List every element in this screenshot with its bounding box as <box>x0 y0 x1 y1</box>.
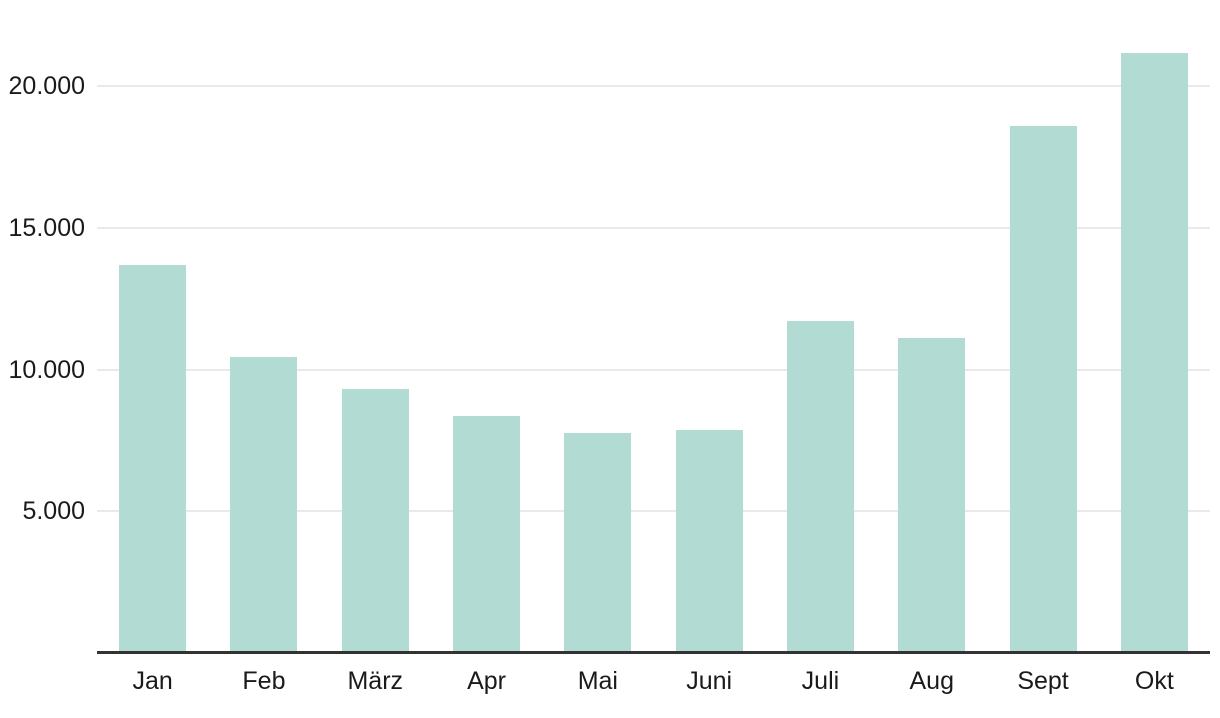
x-axis-line <box>97 651 1210 654</box>
x-axis-label: Juli <box>801 667 840 695</box>
bar-sept <box>1009 125 1077 653</box>
y-axis-tick-label: 15.000 <box>8 213 85 242</box>
gridline <box>97 226 1210 229</box>
gridline <box>97 510 1210 513</box>
y-axis-tick-label: 10.000 <box>8 355 85 384</box>
x-axis-label: Jan <box>132 667 173 695</box>
bar-juni <box>675 430 743 653</box>
bar-mai <box>564 433 632 653</box>
bar-aug <box>898 338 966 653</box>
bar-feb <box>230 356 298 653</box>
y-axis-tick-label: 5.000 <box>22 497 85 526</box>
x-axis-label: Juni <box>686 667 733 695</box>
bar-jan <box>119 264 187 653</box>
gridline <box>97 368 1210 371</box>
x-axis-label: Mai <box>577 667 618 695</box>
x-axis-label: Apr <box>467 667 506 695</box>
x-axis-label: März <box>347 667 404 695</box>
y-axis-tick-label: 20.000 <box>8 72 85 100</box>
bar-märz <box>341 389 409 653</box>
x-axis-label: Feb <box>242 667 286 695</box>
x-axis-label: Okt <box>1134 667 1174 695</box>
bar-okt <box>1120 53 1188 653</box>
x-axis-label: Sept <box>1017 667 1069 695</box>
bar-apr <box>453 416 521 653</box>
bar-juli <box>786 321 854 653</box>
x-axis-label: Aug <box>909 667 954 695</box>
gridline <box>97 85 1210 87</box>
